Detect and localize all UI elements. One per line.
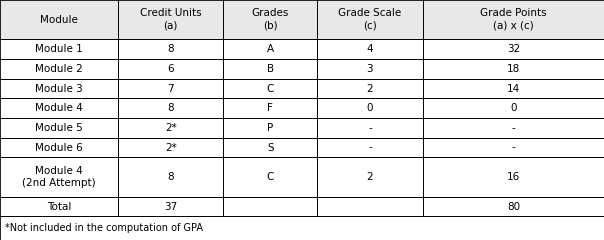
Bar xyxy=(118,157,223,197)
Bar xyxy=(223,157,317,197)
Text: -: - xyxy=(512,143,515,153)
Bar xyxy=(0,197,118,216)
Text: P: P xyxy=(267,123,274,133)
Bar xyxy=(118,0,223,39)
Bar xyxy=(118,39,223,59)
Text: *Not included in the computation of GPA: *Not included in the computation of GPA xyxy=(5,223,203,233)
Text: Module 2: Module 2 xyxy=(35,64,83,74)
Text: 16: 16 xyxy=(507,172,520,182)
Bar xyxy=(423,157,604,197)
Text: Grade Points
(a) x (c): Grade Points (a) x (c) xyxy=(480,8,547,31)
Bar xyxy=(317,98,423,118)
Text: Total: Total xyxy=(47,202,71,211)
Bar xyxy=(223,0,317,39)
Bar xyxy=(317,157,423,197)
Text: Grades
(b): Grades (b) xyxy=(252,8,289,31)
Bar xyxy=(223,118,317,138)
Bar xyxy=(423,197,604,216)
Text: Credit Units
(a): Credit Units (a) xyxy=(140,8,202,31)
Text: Module 1: Module 1 xyxy=(35,44,83,54)
Text: 18: 18 xyxy=(507,64,520,74)
Text: 2: 2 xyxy=(367,172,373,182)
Bar xyxy=(118,59,223,79)
Bar xyxy=(317,39,423,59)
Bar xyxy=(0,138,118,157)
Text: A: A xyxy=(267,44,274,54)
Text: Module 3: Module 3 xyxy=(35,84,83,94)
Bar xyxy=(423,0,604,39)
Text: 14: 14 xyxy=(507,84,520,94)
Text: -: - xyxy=(368,143,372,153)
Bar xyxy=(423,118,604,138)
Bar xyxy=(223,197,317,216)
Text: 2*: 2* xyxy=(165,123,176,133)
Text: 8: 8 xyxy=(167,44,174,54)
Text: Grade Scale
(c): Grade Scale (c) xyxy=(338,8,402,31)
Text: 0: 0 xyxy=(510,103,516,113)
Bar xyxy=(317,0,423,39)
Bar xyxy=(118,98,223,118)
Text: C: C xyxy=(266,84,274,94)
Bar xyxy=(423,138,604,157)
Bar xyxy=(317,59,423,79)
Text: -: - xyxy=(512,123,515,133)
Text: 2: 2 xyxy=(367,84,373,94)
Bar xyxy=(0,59,118,79)
Bar xyxy=(317,138,423,157)
Text: Module 4: Module 4 xyxy=(35,103,83,113)
Bar xyxy=(118,118,223,138)
Text: 37: 37 xyxy=(164,202,177,211)
Text: 32: 32 xyxy=(507,44,520,54)
Text: 4: 4 xyxy=(367,44,373,54)
Bar xyxy=(317,118,423,138)
Bar xyxy=(423,79,604,98)
Bar xyxy=(317,79,423,98)
Bar xyxy=(118,197,223,216)
Bar xyxy=(0,0,118,39)
Bar xyxy=(423,59,604,79)
Text: Module 6: Module 6 xyxy=(35,143,83,153)
Bar xyxy=(0,216,604,240)
Bar xyxy=(0,39,118,59)
Bar xyxy=(0,157,118,197)
Text: 2*: 2* xyxy=(165,143,176,153)
Text: S: S xyxy=(267,143,274,153)
Text: 80: 80 xyxy=(507,202,520,211)
Text: C: C xyxy=(266,172,274,182)
Bar xyxy=(223,79,317,98)
Text: B: B xyxy=(267,64,274,74)
Text: 7: 7 xyxy=(167,84,174,94)
Bar xyxy=(423,39,604,59)
Text: 8: 8 xyxy=(167,172,174,182)
Bar xyxy=(223,39,317,59)
Bar xyxy=(118,79,223,98)
Text: 0: 0 xyxy=(367,103,373,113)
Text: -: - xyxy=(368,123,372,133)
Text: Module: Module xyxy=(40,15,78,25)
Bar xyxy=(423,98,604,118)
Bar xyxy=(118,138,223,157)
Bar xyxy=(0,98,118,118)
Bar xyxy=(0,79,118,98)
Bar xyxy=(223,98,317,118)
Text: F: F xyxy=(268,103,273,113)
Bar xyxy=(317,197,423,216)
Text: 3: 3 xyxy=(367,64,373,74)
Bar xyxy=(223,138,317,157)
Bar xyxy=(0,118,118,138)
Text: 6: 6 xyxy=(167,64,174,74)
Text: 8: 8 xyxy=(167,103,174,113)
Bar xyxy=(223,59,317,79)
Text: Module 5: Module 5 xyxy=(35,123,83,133)
Text: Module 4
(2nd Attempt): Module 4 (2nd Attempt) xyxy=(22,166,95,188)
